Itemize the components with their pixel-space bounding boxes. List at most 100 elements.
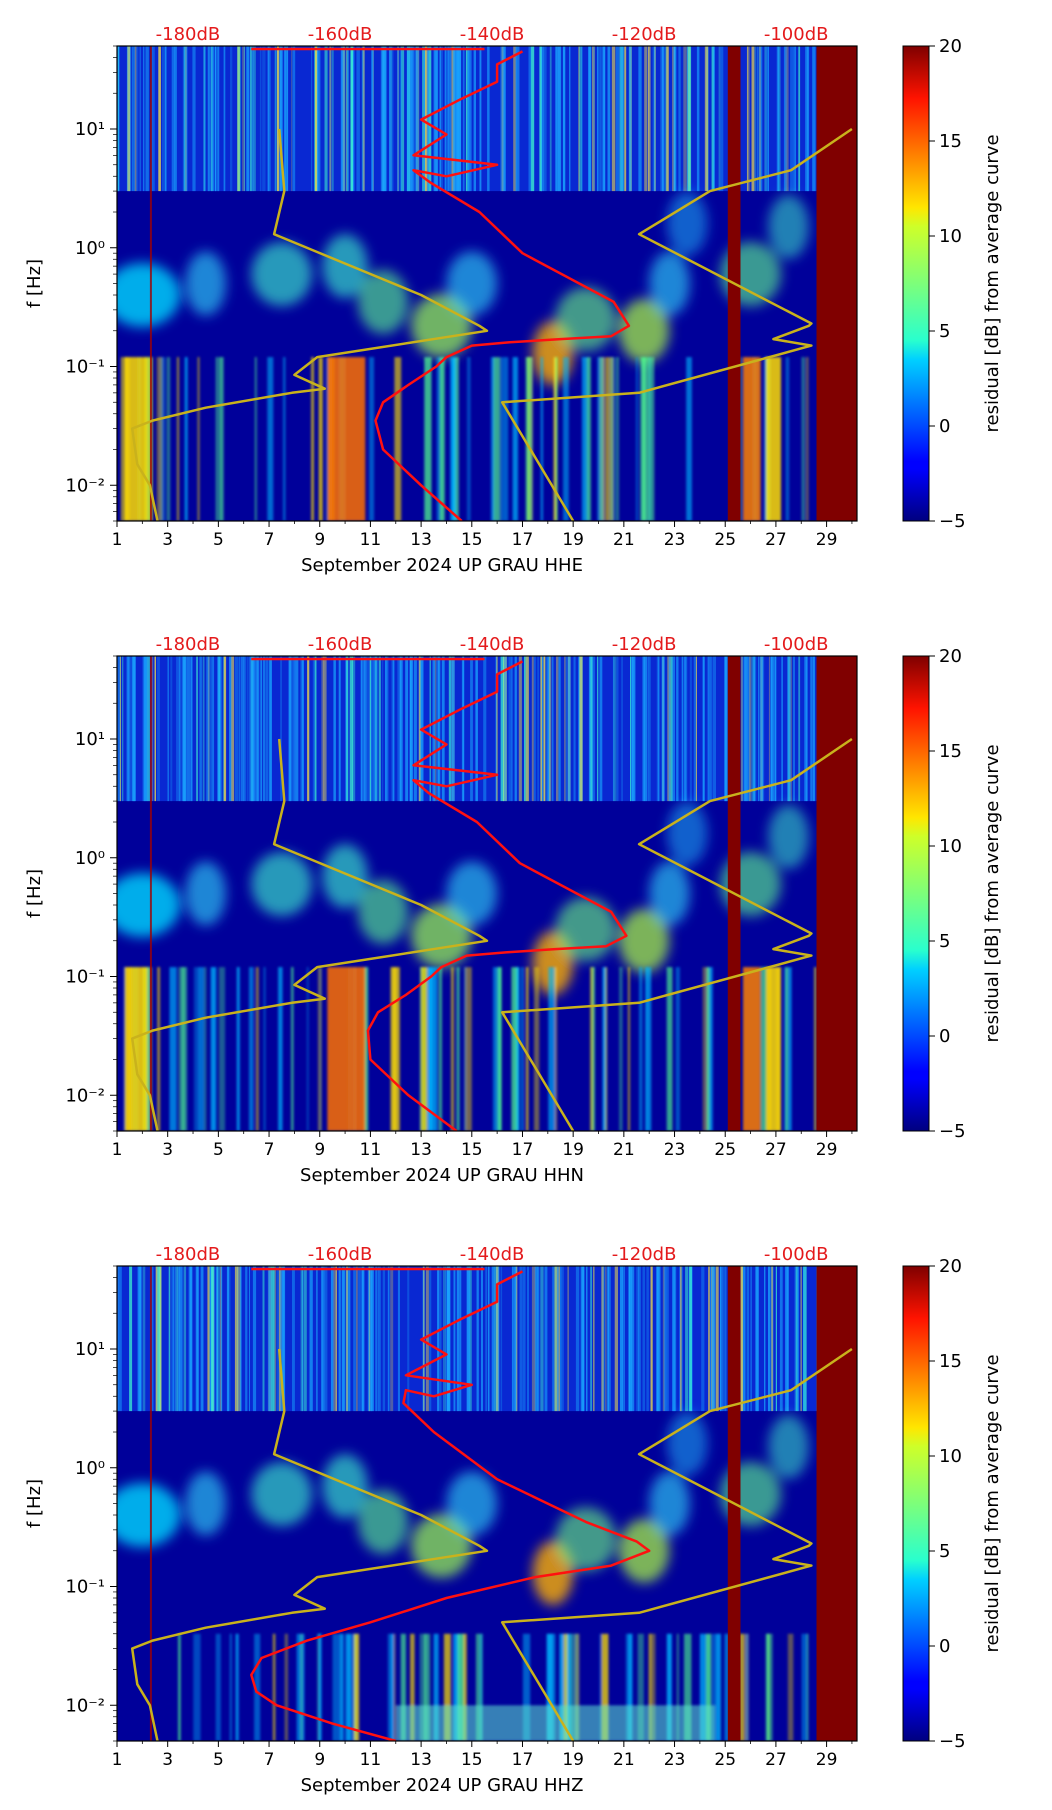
x-tick-label: 7 (264, 530, 275, 550)
x-tick-label: 23 (664, 1140, 686, 1160)
colorbar-tick-label: 5 (939, 1541, 950, 1562)
data-gap-bar (816, 1266, 857, 1741)
x-tick-label: 13 (410, 1140, 432, 1160)
x-tick-label: 1 (112, 530, 123, 550)
colorbar-tick-label: 0 (939, 1026, 950, 1047)
top-db-tick-label: -160dB (308, 634, 373, 655)
x-tick-label: 19 (562, 1140, 584, 1160)
colorbar-tick-label: 20 (939, 36, 962, 57)
top-db-tick-label: -120dB (612, 24, 677, 45)
colorbar-tick-label: 15 (939, 741, 962, 762)
top-db-tick-label: -120dB (612, 1244, 677, 1265)
colorbar: −5 0 5 10 15 20 residual [dB] from average cur… (902, 1256, 1003, 1752)
x-tick-label: 3 (162, 530, 173, 550)
low-frequency-stripes (178, 1633, 828, 1741)
x-tick-label: 3 (162, 1140, 173, 1160)
y-axis-label: f [Hz] (24, 259, 45, 308)
colorbar-tick-label: 0 (939, 1636, 950, 1657)
colorbar: −5 0 5 10 15 20 residual [dB] from average cur… (902, 36, 1003, 532)
colorbar-tick-label: 10 (939, 1446, 962, 1467)
spectrogram-panel-2: 1 3 5 7 9 11 13 15 17 19 21 23 25 27 2910⁻²10⁻¹10⁰10¹-… (24, 634, 1003, 1186)
low-noise-model-curve (130, 738, 489, 1131)
x-tick-label: 29 (816, 530, 838, 550)
y-axis-label: f [Hz] (24, 1479, 45, 1528)
colorbar-tick-label: −5 (939, 511, 966, 532)
colorbar-gradient (902, 45, 930, 522)
spectrogram-panel-1: 1 3 5 7 9 11 13 15 17 19 21 23 25 27 2910⁻²10⁻¹10⁰10¹-… (24, 24, 1003, 576)
x-tick-label: 17 (512, 530, 534, 550)
colorbar-tick-label: 15 (939, 131, 962, 152)
x-tick-label: 13 (410, 530, 432, 550)
spectrogram-panel-3: 1 3 5 7 9 11 13 15 17 19 21 23 25 27 2910⁻²10⁻¹10⁰10¹-… (24, 1244, 1003, 1796)
colorbar-label: residual [dB] from average curve (982, 1354, 1003, 1652)
y-tick-label: 10¹ (75, 119, 105, 140)
top-db-tick-label: -180dB (156, 1244, 221, 1265)
x-tick-label: 11 (360, 530, 382, 550)
heatmap-area (117, 656, 857, 1131)
low-noise-model-curve (130, 128, 489, 521)
hf-noise-band (117, 1266, 857, 1412)
low-frequency-stripes (121, 357, 826, 521)
top-db-tick-label: -140dB (460, 1244, 525, 1265)
top-db-tick-label: -160dB (308, 24, 373, 45)
high-noise-model-curve (500, 1347, 853, 1741)
x-tick-label: 15 (461, 1140, 483, 1160)
y-axis-label: f [Hz] (24, 869, 45, 918)
x-tick-label: 1 (112, 1750, 123, 1770)
data-gap-bar (816, 46, 857, 521)
colorbar-label: residual [dB] from average curve (982, 744, 1003, 1042)
top-db-tick-label: -100dB (764, 1244, 829, 1265)
x-tick-label: 9 (314, 1750, 325, 1770)
top-db-tick-label: -180dB (156, 24, 221, 45)
top-db-tick-label: -140dB (460, 24, 525, 45)
average-psd-curve (366, 660, 628, 1131)
x-tick-label: 27 (765, 530, 787, 550)
y-tick-label: 10⁻¹ (65, 1577, 105, 1598)
colorbar-tick-label: 15 (939, 1351, 962, 1372)
x-tick-label: 27 (765, 1140, 787, 1160)
high-noise-model-curve (500, 737, 853, 1131)
colorbar-tick-label: 10 (939, 226, 962, 247)
x-tick-label: 25 (714, 530, 736, 550)
x-tick-label: 9 (314, 1140, 325, 1160)
colorbar-tick-label: −5 (939, 1121, 966, 1142)
x-tick-label: 7 (264, 1750, 275, 1770)
x-tick-label: 1 (112, 1140, 123, 1160)
x-tick-label: 9 (314, 530, 325, 550)
colorbar-tick-label: −5 (939, 1731, 966, 1752)
x-tick-label: 21 (613, 1750, 635, 1770)
y-tick-label: 10⁻¹ (65, 967, 105, 988)
colorbar-tick-label: 20 (939, 646, 962, 667)
x-tick-label: 29 (816, 1140, 838, 1160)
colorbar-tick-label: 5 (939, 931, 950, 952)
y-tick-label: 10⁰ (75, 1458, 105, 1479)
x-tick-label: 23 (664, 530, 686, 550)
hf-noise-band (117, 656, 857, 802)
x-axis-label: September 2024 UP GRAU HHN (300, 1165, 584, 1186)
y-tick-label: 10⁻² (65, 475, 105, 496)
x-tick-label: 15 (461, 1750, 483, 1770)
x-tick-label: 11 (360, 1750, 382, 1770)
x-tick-label: 13 (410, 1750, 432, 1770)
y-tick-label: 10⁰ (75, 848, 105, 869)
x-tick-label: 3 (162, 1750, 173, 1770)
colorbar-gradient (902, 655, 930, 1132)
x-tick-label: 21 (613, 530, 635, 550)
x-tick-label: 7 (264, 1140, 275, 1160)
colorbar-tick-label: 0 (939, 416, 950, 437)
x-tick-label: 19 (562, 530, 584, 550)
x-tick-label: 27 (765, 1750, 787, 1770)
y-tick-label: 10¹ (75, 1339, 105, 1360)
colorbar-tick-label: 20 (939, 1256, 962, 1277)
colorbar-gradient (902, 1265, 930, 1742)
top-db-tick-label: -100dB (764, 24, 829, 45)
data-gap-bar (816, 656, 857, 1131)
x-tick-label: 23 (664, 1750, 686, 1770)
heatmap-area (117, 1266, 857, 1741)
colorbar-tick-label: 5 (939, 321, 950, 342)
average-psd-curve (250, 1270, 651, 1741)
x-tick-label: 17 (512, 1750, 534, 1770)
x-tick-label: 11 (360, 1140, 382, 1160)
x-tick-label: 5 (213, 1140, 224, 1160)
y-tick-label: 10⁰ (75, 238, 105, 259)
